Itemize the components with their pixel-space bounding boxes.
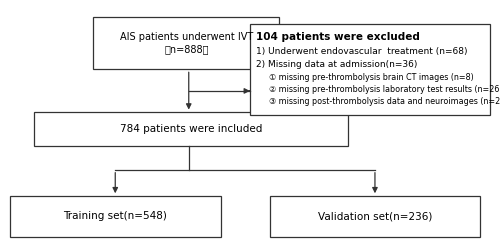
FancyBboxPatch shape <box>93 17 280 69</box>
Text: 2) Missing data at admission(n=36): 2) Missing data at admission(n=36) <box>256 60 418 69</box>
Text: 784 patients were included: 784 patients were included <box>120 124 262 134</box>
Text: ② missing pre-thrombolysis laboratory test results (n=26): ② missing pre-thrombolysis laboratory te… <box>268 85 500 94</box>
FancyBboxPatch shape <box>10 196 220 237</box>
Text: 1) Underwent endovascular  treatment (n=68): 1) Underwent endovascular treatment (n=6… <box>256 47 468 56</box>
Text: ① missing pre-thrombolysis brain CT images (n=8): ① missing pre-thrombolysis brain CT imag… <box>268 73 474 82</box>
Text: 104 patients were excluded: 104 patients were excluded <box>256 32 420 42</box>
Text: ③ missing post-thrombolysis data and neuroimages (n=2): ③ missing post-thrombolysis data and neu… <box>268 97 500 106</box>
FancyBboxPatch shape <box>270 196 480 237</box>
FancyBboxPatch shape <box>34 112 348 146</box>
Text: AIS patients underwent IVT
（n=888）: AIS patients underwent IVT （n=888） <box>120 32 253 54</box>
Text: Training set(n=548): Training set(n=548) <box>64 212 167 222</box>
FancyBboxPatch shape <box>250 24 490 115</box>
Text: Validation set(n=236): Validation set(n=236) <box>318 212 432 222</box>
